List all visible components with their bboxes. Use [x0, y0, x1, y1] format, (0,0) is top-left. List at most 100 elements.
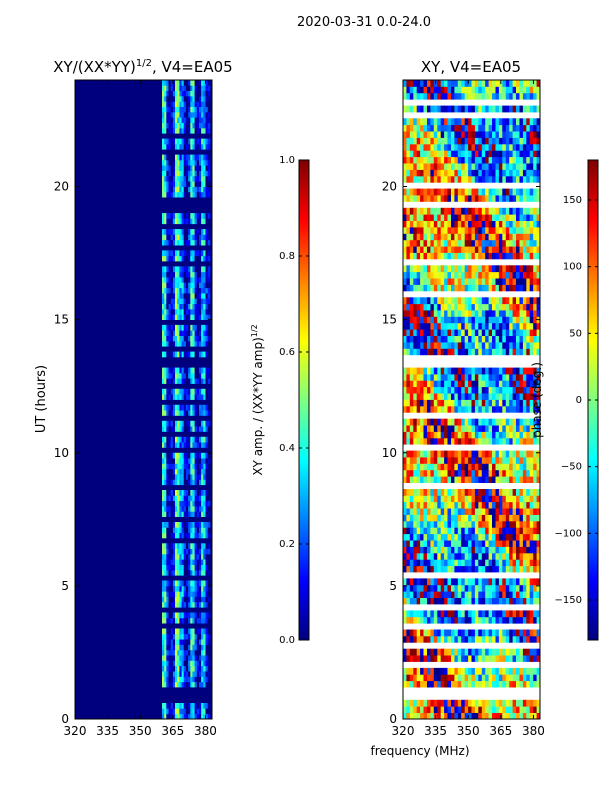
- amp-cell: [196, 175, 200, 182]
- amp-cell: [162, 122, 165, 129]
- phase-cell: [519, 316, 524, 324]
- phase-cell: [420, 597, 424, 605]
- phase-cell: [522, 469, 527, 477]
- amp-cell: [179, 708, 182, 715]
- amp-cell: [185, 351, 189, 358]
- amp-cell: [168, 165, 172, 171]
- phase-cell: [423, 233, 428, 241]
- phase-cell: [519, 425, 524, 432]
- amp-cell: [199, 277, 202, 283]
- amp-cell: [196, 458, 200, 464]
- amp-cell: [162, 548, 165, 555]
- amp-cell: [203, 127, 206, 134]
- amp-cell: [205, 564, 209, 571]
- amp-cell: [179, 127, 182, 134]
- amp-cell: [201, 234, 204, 241]
- amp-cell: [179, 458, 182, 464]
- phase-cell: [427, 425, 431, 432]
- amp-cell: [168, 90, 172, 97]
- amp-cell: [170, 708, 174, 715]
- phase-cell: [433, 278, 438, 285]
- amp-cell: [196, 569, 200, 576]
- amp-cell: [175, 585, 178, 592]
- amp-cell: [164, 330, 167, 336]
- phase-cell: [492, 405, 496, 413]
- amp-cell: [207, 506, 211, 512]
- phase-cell: [516, 393, 520, 400]
- amp-cell: [190, 708, 193, 715]
- amp-cell: [199, 601, 202, 608]
- phase-cell: [461, 540, 465, 547]
- phase-cell: [427, 540, 431, 547]
- amp-cell: [183, 111, 187, 118]
- phase-cell: [536, 559, 541, 567]
- amp-cell: [183, 676, 187, 683]
- amp-cell: [181, 127, 185, 134]
- amp-cell: [179, 96, 182, 102]
- phase-cell: [519, 239, 524, 247]
- amp-cell: [183, 474, 187, 480]
- amp-cell: [188, 394, 191, 400]
- phase-cell: [495, 680, 500, 688]
- amp-cell: [203, 458, 206, 464]
- phase-cell: [461, 265, 465, 273]
- phase-cell: [485, 706, 489, 713]
- phase-cell: [492, 706, 496, 713]
- phase-cell: [447, 527, 452, 535]
- amp-cell: [181, 506, 185, 512]
- phase-cell: [471, 393, 476, 400]
- phase-cell: [416, 463, 421, 471]
- amp-cell: [181, 213, 185, 219]
- phase-cell: [437, 610, 442, 618]
- amp-cell: [181, 330, 185, 336]
- phase-cell: [461, 207, 465, 215]
- phase-cell: [505, 335, 510, 343]
- phase-cell: [492, 533, 496, 541]
- phase-cell: [409, 712, 414, 720]
- phase-cell: [406, 335, 411, 343]
- phase-cell: [529, 501, 534, 509]
- amp-cell: [172, 250, 176, 257]
- amp-cell: [172, 665, 176, 672]
- phase-cell: [471, 680, 476, 688]
- amp-cell: [192, 527, 195, 533]
- amp-cell: [190, 229, 193, 235]
- amp-cell: [166, 506, 169, 512]
- phase-cell: [440, 501, 445, 509]
- amp-cell: [172, 340, 176, 347]
- amp-cell: [170, 298, 174, 304]
- amp-cell: [170, 143, 174, 150]
- amp-cell: [203, 191, 206, 198]
- phase-cell: [474, 335, 479, 343]
- amp-cell: [194, 559, 198, 565]
- amp-cell: [166, 303, 169, 310]
- amp-cell: [199, 452, 202, 459]
- phase-cell: [440, 252, 445, 260]
- phase-cell: [420, 559, 424, 567]
- phase-cell: [516, 431, 520, 439]
- phase-cell: [533, 335, 537, 343]
- amp-cell: [164, 639, 167, 645]
- amp-cell: [175, 426, 178, 432]
- phase-cell: [451, 386, 455, 394]
- phase-cell: [457, 271, 462, 279]
- phase-cell: [512, 418, 517, 426]
- phase-cell: [492, 188, 496, 196]
- phase-cell: [403, 220, 407, 228]
- amp-cell: [162, 303, 165, 310]
- phase-cell: [403, 348, 407, 356]
- phase-cell: [495, 239, 500, 247]
- colorbar-tick-label: 0.8: [279, 251, 295, 262]
- amp-cell: [201, 101, 204, 107]
- amp-cell: [207, 559, 211, 565]
- amp-cell: [166, 500, 169, 507]
- phase-cell: [433, 533, 438, 541]
- amp-cell: [172, 298, 176, 304]
- phase-cell: [427, 457, 431, 464]
- phase-cell: [468, 527, 472, 535]
- amp-cell: [162, 410, 165, 416]
- phase-cell: [478, 450, 483, 458]
- phase-cell: [433, 316, 438, 324]
- amp-cell: [199, 314, 202, 320]
- phase-cell: [519, 297, 524, 305]
